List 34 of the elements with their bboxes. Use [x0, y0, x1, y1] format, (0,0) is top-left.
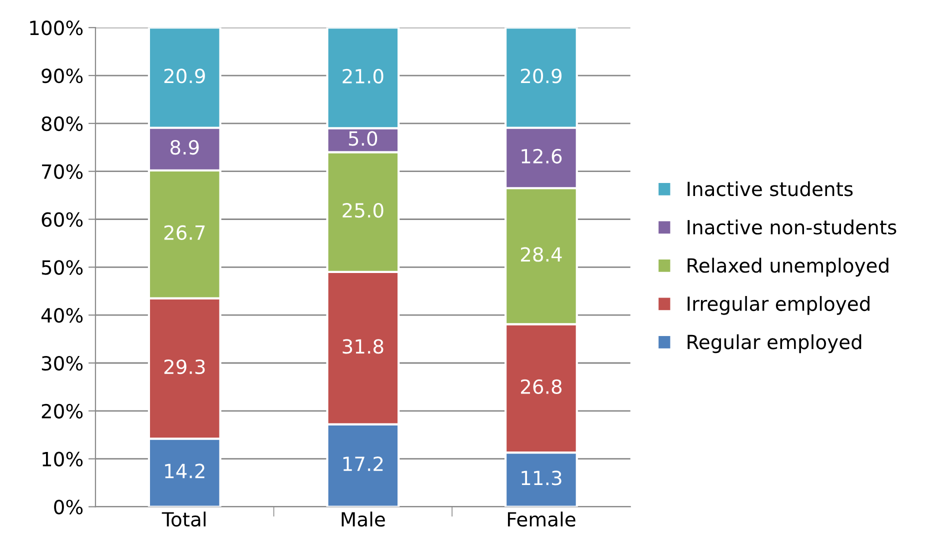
data-label: 11.3 [522, 470, 562, 486]
legend-label: Regular employed [688, 334, 862, 354]
data-label: 20.9 [520, 68, 562, 84]
y-tick-label: 70% [42, 164, 83, 180]
y-tick-label: 40% [41, 308, 83, 323]
y-tick-label: 80% [42, 116, 83, 132]
y-tick-label: 30% [42, 356, 83, 371]
y-tick-label: 100% [30, 20, 83, 36]
data-label: 5.0 [348, 131, 378, 146]
data-label: 26.7 [164, 225, 205, 240]
data-label: 26.8 [520, 379, 562, 394]
legend-label: Irregular employed [688, 296, 870, 315]
data-label: 25.0 [342, 203, 384, 218]
y-tick-label: 90% [42, 68, 83, 84]
data-label: 21.0 [342, 68, 384, 84]
x-tick-label: Female [508, 512, 576, 527]
data-label: 14.2 [165, 464, 204, 478]
y-tick-label: 20% [42, 404, 83, 419]
data-label: 31.8 [342, 339, 384, 354]
legend-label: Inactive non-students [688, 219, 896, 235]
data-label: 17.2 [343, 456, 383, 471]
legend-label: Relaxed unemployed [688, 258, 888, 277]
data-label: 12.6 [522, 148, 562, 164]
data-label: 29.3 [164, 359, 205, 374]
x-tick-label: Total [162, 512, 206, 527]
y-tick-label: 10% [42, 452, 83, 466]
y-tick-label: 60% [42, 212, 83, 227]
legend-label: Inactive students [688, 181, 853, 196]
data-label: 28.4 [520, 247, 562, 262]
y-tick-label: 0% [54, 500, 83, 514]
data-label: 20.9 [164, 68, 205, 84]
y-tick-label: 50% [42, 260, 83, 275]
data-label: 8.9 [170, 140, 199, 155]
x-tick-label: Male [342, 512, 385, 527]
